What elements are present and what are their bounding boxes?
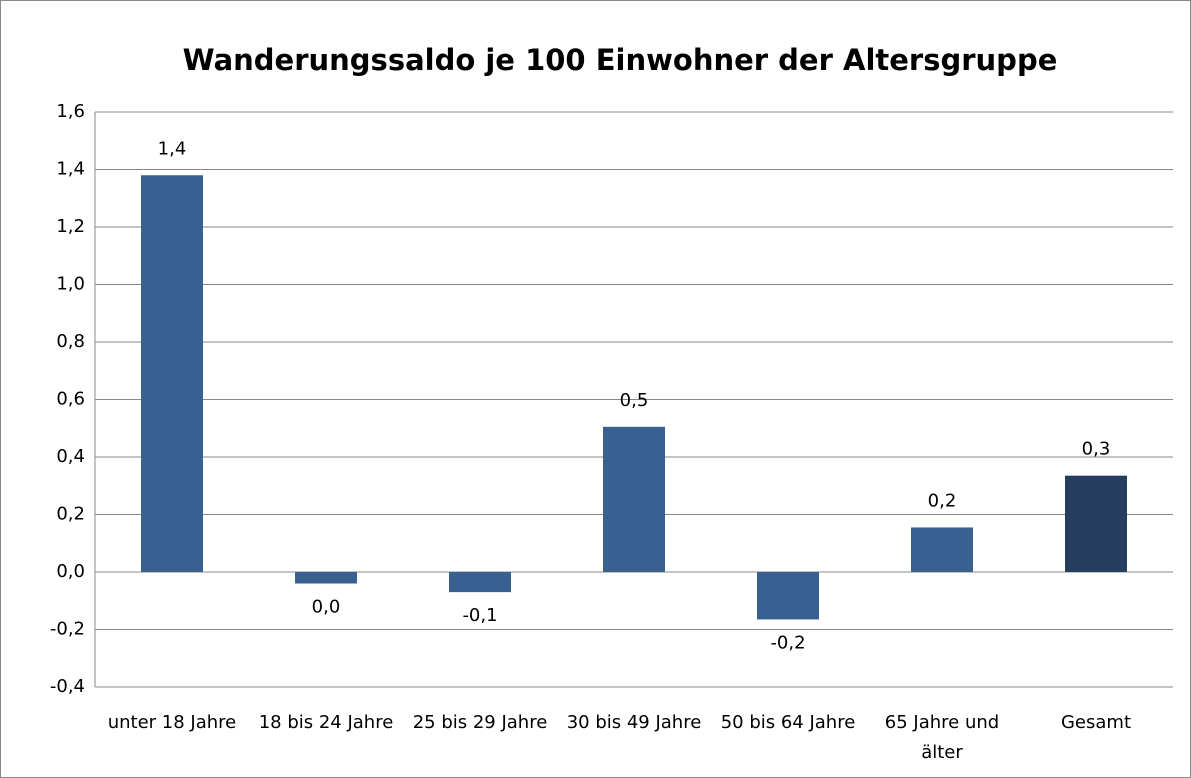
y-tick-label: 0,4 bbox=[56, 446, 85, 467]
y-tick-label: 1,0 bbox=[56, 274, 85, 295]
data-label: 0,3 bbox=[1082, 439, 1111, 460]
x-tick-label: 18 bis 24 Jahre bbox=[258, 712, 394, 733]
data-label: 1,4 bbox=[158, 138, 187, 159]
bar bbox=[603, 426, 665, 572]
y-tick-label: -0,2 bbox=[50, 619, 85, 640]
y-tick-label: 1,4 bbox=[56, 159, 85, 180]
x-tick-label: 30 bis 49 Jahre bbox=[566, 712, 702, 733]
y-tick-label: 1,2 bbox=[56, 216, 85, 237]
chart-title: Wanderungssaldo je 100 Einwohner der Alt… bbox=[183, 43, 1058, 77]
y-tick-label: 0,8 bbox=[56, 331, 85, 352]
bar bbox=[141, 175, 203, 572]
data-label: 0,0 bbox=[312, 597, 341, 618]
data-label: 0,2 bbox=[928, 490, 957, 511]
x-tick-label: unter 18 Jahre bbox=[107, 712, 237, 733]
y-tick-label: 0,0 bbox=[56, 561, 85, 582]
y-tick-label: -0,4 bbox=[50, 676, 85, 697]
data-label: 0,5 bbox=[620, 390, 649, 411]
bar bbox=[1065, 475, 1127, 572]
bar bbox=[757, 572, 819, 620]
data-label: -0,2 bbox=[770, 632, 805, 653]
y-tick-label: 1,6 bbox=[56, 101, 85, 122]
y-tick-label: 0,6 bbox=[56, 389, 85, 410]
bar bbox=[449, 572, 511, 593]
x-tick-label: 25 bis 29 Jahre bbox=[412, 712, 548, 733]
y-tick-label: 0,2 bbox=[56, 504, 85, 525]
x-tick-label: 50 bis 64 Jahre bbox=[720, 712, 856, 733]
bar bbox=[295, 572, 357, 584]
bar bbox=[911, 527, 973, 572]
data-label: -0,1 bbox=[462, 605, 497, 626]
x-tick-label: Gesamt bbox=[1060, 712, 1132, 733]
x-tick-label: 65 Jahre und älter bbox=[884, 712, 1000, 763]
